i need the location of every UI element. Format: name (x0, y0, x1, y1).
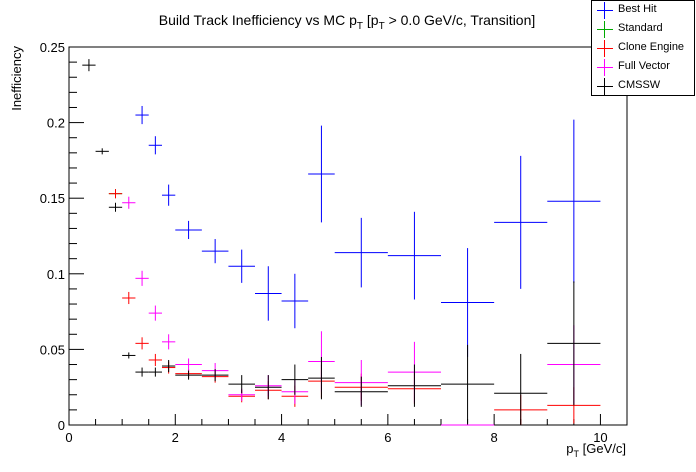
legend-marker-v (604, 78, 605, 95)
legend-marker-v (604, 59, 605, 76)
data-point (162, 184, 176, 206)
plot-frame (68, 46, 628, 426)
y-tick-label: 0.1 (47, 267, 65, 282)
data-point (201, 239, 229, 264)
y-axis-label: Inefficiency (9, 46, 24, 111)
legend-item: CMSSW (592, 77, 694, 96)
data-point (135, 105, 149, 125)
data-point (175, 370, 202, 380)
legend-marker-h (597, 67, 613, 68)
data-point (281, 273, 309, 329)
data-point (547, 119, 601, 283)
x-tick-label: 2 (172, 430, 179, 445)
legend-item: Standard (592, 20, 694, 39)
legend-marker (597, 59, 613, 76)
data-point (148, 136, 162, 155)
chart-title: Build Track Inefficiency vs MC pT [pT > … (159, 12, 536, 32)
y-tick-label: 0.05 (40, 342, 65, 357)
legend-label: Standard (618, 22, 663, 34)
data-point (82, 59, 96, 72)
x-tick-label: 10 (593, 430, 607, 445)
legend-item: Full Vector (592, 58, 694, 77)
data-point (135, 270, 149, 286)
legend-label: CMSSW (618, 79, 661, 91)
legend-marker (597, 40, 613, 57)
data-point (441, 248, 495, 357)
data-point (334, 217, 388, 288)
data-point (547, 281, 601, 406)
y-tick-label: 0.15 (40, 191, 65, 206)
data-point (122, 291, 136, 305)
legend-label: Full Vector (618, 60, 670, 72)
data-point (148, 305, 162, 321)
data-point (135, 367, 149, 377)
legend-item: Clone Engine (592, 39, 694, 58)
data-point (255, 375, 282, 400)
data-point (175, 358, 202, 371)
data-point (108, 189, 123, 199)
x-axis-label: pT [GeV/c] (566, 441, 626, 459)
data-point (281, 364, 309, 395)
legend: Best Hit Standard Clone Engine Full Vector C… (591, 0, 695, 96)
data-point (162, 359, 176, 373)
series-clone-engine (108, 189, 601, 425)
data-point (95, 148, 109, 155)
legend-label: Clone Engine (618, 41, 685, 53)
legend-marker-h (597, 86, 613, 87)
y-tick-label: 0 (58, 418, 65, 433)
legend-marker-h (597, 29, 613, 30)
data-point (175, 220, 202, 240)
data-point (162, 334, 176, 350)
legend-marker-v (604, 21, 605, 38)
data-point (387, 364, 441, 407)
data-point (255, 266, 282, 321)
data-point (228, 375, 255, 394)
data-point (441, 344, 495, 424)
legend-marker-v (604, 40, 605, 57)
data-point (122, 352, 136, 359)
data-point (334, 376, 388, 407)
legend-marker (597, 2, 613, 19)
data-point (228, 249, 255, 283)
series-best-hit (135, 105, 601, 357)
legend-marker-h (597, 10, 613, 11)
data-point (108, 202, 123, 212)
data-point (494, 155, 548, 289)
legend-marker (597, 21, 613, 38)
series-cmssw (82, 59, 601, 425)
legend-item: Best Hit (592, 1, 694, 20)
data-point (201, 369, 229, 382)
legend-label: Best Hit (618, 3, 657, 15)
data-point (122, 196, 136, 209)
legend-marker-v (604, 2, 605, 19)
y-tick-label: 0.2 (47, 116, 65, 131)
x-tick-label: 0 (65, 430, 72, 445)
data-point (148, 353, 162, 367)
x-tick-label: 6 (384, 430, 391, 445)
legend-marker (597, 78, 613, 95)
data-point (308, 125, 335, 223)
data-point (308, 356, 335, 400)
legend-marker-h (597, 48, 613, 49)
data-point (135, 337, 149, 350)
y-tick-label: 0.25 (40, 40, 65, 55)
data-point (387, 211, 441, 300)
x-tick-label: 8 (491, 430, 498, 445)
data-point (148, 367, 162, 377)
data-point (494, 353, 548, 425)
x-tick-label: 4 (278, 430, 285, 445)
